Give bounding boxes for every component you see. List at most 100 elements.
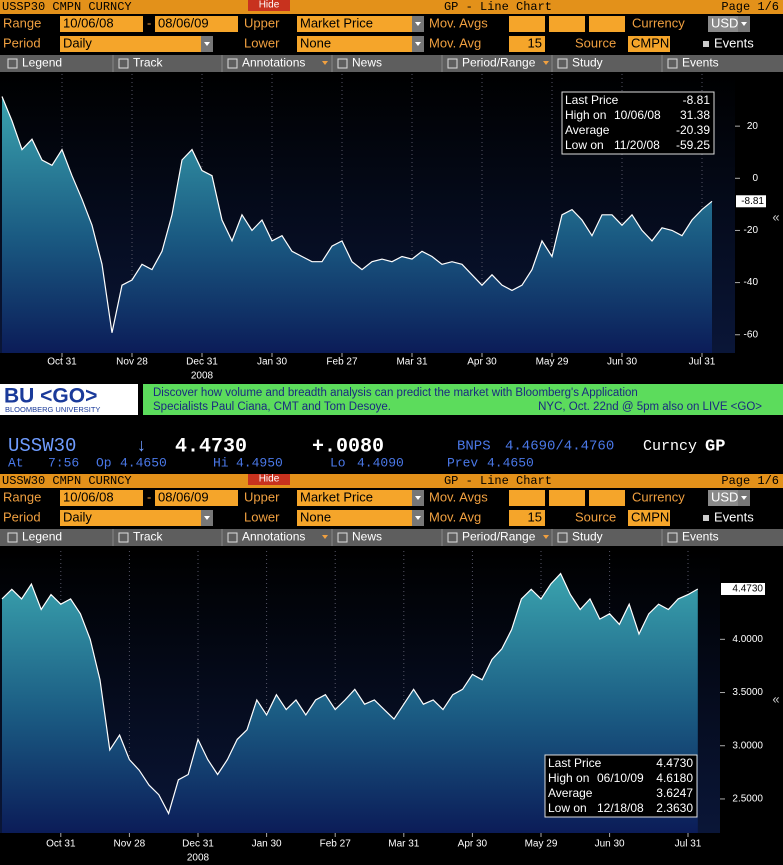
period-field[interactable] — [60, 36, 213, 52]
toolbar-item[interactable]: Track — [133, 530, 164, 544]
toolbar-icon[interactable] — [118, 532, 129, 543]
toolbar-item[interactable]: Track — [133, 56, 164, 70]
toolbar-item[interactable]: Legend — [22, 530, 62, 544]
x-tick-label: Dec 31 — [186, 357, 218, 368]
hide-button[interactable] — [248, 0, 290, 11]
toolbar-icon[interactable] — [337, 532, 348, 543]
hide-button[interactable] — [248, 474, 290, 485]
toolbar-icon[interactable] — [118, 58, 129, 69]
toolbar-item[interactable]: Period/Range — [462, 530, 536, 544]
source-label: Source — [575, 35, 616, 50]
mov-avg-field[interactable] — [509, 16, 545, 32]
scroll-button[interactable]: « — [772, 691, 779, 706]
range-label: Range — [3, 489, 41, 504]
x-tick-label: Nov 28 — [114, 839, 146, 850]
events-label: Events — [714, 509, 754, 524]
range-label: Range — [3, 15, 41, 30]
quote-open: 4.4650 — [120, 455, 167, 470]
toolbar-item[interactable]: Study — [572, 56, 603, 70]
source-field[interactable] — [628, 36, 670, 52]
stat-label: Average — [548, 786, 593, 800]
events-checkbox[interactable] — [703, 515, 709, 521]
banner-logo-bg[interactable] — [0, 384, 138, 415]
window-title: GP - Line Chart — [444, 0, 552, 14]
range-to-field[interactable] — [155, 490, 238, 506]
lower: None — [300, 509, 331, 524]
mov-avg-field[interactable] — [509, 36, 545, 52]
y-tick-label: -20 — [744, 225, 759, 236]
source-field[interactable] — [628, 510, 670, 526]
lower-field[interactable] — [297, 510, 424, 526]
x-tick-label: Oct 31 — [47, 357, 77, 368]
upper-field[interactable] — [297, 490, 424, 506]
banner-bg[interactable] — [143, 384, 783, 415]
stat-value: 31.38 — [680, 108, 710, 122]
mov-avg: 15 — [528, 509, 542, 524]
toolbar-item[interactable]: Period/Range — [462, 56, 536, 70]
events-checkbox[interactable] — [703, 41, 709, 47]
x-tick-label: Mar 31 — [388, 839, 420, 850]
page-number: Page 1/6 — [721, 474, 779, 488]
hide-label: Hide — [259, 0, 280, 11]
lower-label: Lower — [244, 35, 280, 50]
toolbar — [0, 55, 783, 72]
x-tick-label: Jun 30 — [595, 839, 625, 850]
mov-avg-field[interactable] — [509, 510, 545, 526]
quote-type: Curncy — [643, 438, 697, 455]
x-tick-label: Jan 30 — [257, 357, 287, 368]
upper: Market Price — [300, 15, 373, 30]
x-tick-label: Apr 30 — [467, 357, 497, 368]
area — [2, 96, 712, 353]
stat-label: Average — [565, 123, 610, 137]
stat-label: High on — [565, 108, 606, 122]
toolbar-item[interactable]: Annotations — [242, 56, 305, 70]
upper: Market Price — [300, 489, 373, 504]
range-from-field[interactable] — [60, 490, 143, 506]
mov-avg-field[interactable] — [589, 490, 625, 506]
y-tick-label: -40 — [744, 277, 759, 288]
window-title: GP - Line Chart — [444, 474, 552, 488]
toolbar-icon[interactable] — [337, 58, 348, 69]
toolbar-item[interactable]: Events — [682, 530, 719, 544]
range-to: 08/06/09 — [158, 15, 209, 30]
period-field[interactable] — [60, 510, 213, 526]
legend-box — [561, 91, 715, 155]
toolbar-item[interactable]: News — [352, 530, 382, 544]
period-label: Period — [3, 35, 41, 50]
mov-avg-field[interactable] — [509, 490, 545, 506]
dropdown-arrow — [415, 516, 421, 520]
dropdown-arrow — [415, 496, 421, 500]
toolbar-icon[interactable] — [557, 58, 568, 69]
toolbar-icon[interactable] — [447, 58, 458, 69]
mov-avg-field[interactable] — [549, 16, 585, 32]
toolbar-icon[interactable] — [227, 58, 238, 69]
toolbar-icon[interactable] — [7, 58, 18, 69]
toolbar-arrow — [322, 535, 328, 539]
toolbar-item[interactable]: News — [352, 56, 382, 70]
range-to-field[interactable] — [155, 16, 238, 32]
toolbar-icon[interactable] — [557, 532, 568, 543]
mov-avg-field[interactable] — [589, 16, 625, 32]
x-tick-label: May 29 — [536, 357, 569, 368]
source: CMPN — [631, 35, 669, 50]
toolbar-item[interactable]: Events — [682, 56, 719, 70]
mov-avg-field[interactable] — [549, 490, 585, 506]
upper-label: Upper — [244, 489, 280, 504]
dropdown-arrow — [415, 22, 421, 26]
scroll-button[interactable]: « — [772, 209, 779, 224]
x-tick-label: Nov 28 — [116, 357, 148, 368]
ticker: USSP30 CMPN CURNCY — [2, 0, 132, 14]
lower-field[interactable] — [297, 36, 424, 52]
stat-value: 4.4730 — [656, 756, 693, 770]
toolbar-icon[interactable] — [667, 58, 678, 69]
toolbar-item[interactable]: Annotations — [242, 530, 305, 544]
toolbar-item[interactable]: Study — [572, 530, 603, 544]
toolbar-item[interactable]: Legend — [22, 56, 62, 70]
toolbar-icon[interactable] — [227, 532, 238, 543]
stat-value: 3.6247 — [656, 786, 693, 800]
toolbar-icon[interactable] — [447, 532, 458, 543]
upper-field[interactable] — [297, 16, 424, 32]
toolbar-icon[interactable] — [667, 532, 678, 543]
range-from-field[interactable] — [60, 16, 143, 32]
toolbar-icon[interactable] — [7, 532, 18, 543]
